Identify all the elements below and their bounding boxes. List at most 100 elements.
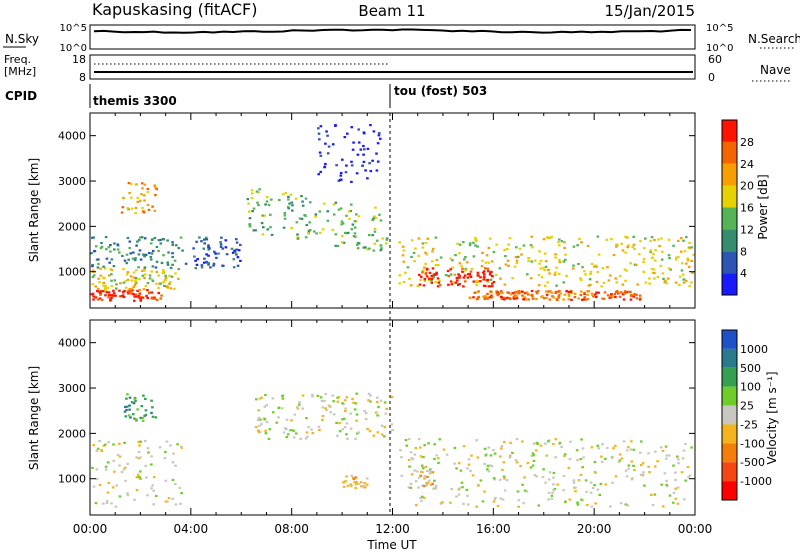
velocity-cell xyxy=(431,471,435,474)
power-cell xyxy=(680,237,683,240)
velocity-cell xyxy=(648,471,651,474)
velocity-cell xyxy=(383,401,387,404)
velocity-cell xyxy=(552,489,555,492)
velocity-cell xyxy=(179,502,182,505)
power-cell xyxy=(340,241,344,244)
velocity-cell xyxy=(417,438,421,441)
power-cell xyxy=(374,206,377,209)
velocity-cell xyxy=(663,472,667,475)
power-cell xyxy=(600,285,603,288)
power-cell xyxy=(105,291,108,294)
power-cell xyxy=(304,214,307,217)
power-cell xyxy=(472,255,476,258)
power-cell xyxy=(287,198,290,201)
power-cell xyxy=(449,268,452,271)
power-cell xyxy=(103,267,107,270)
velocity-cell xyxy=(544,481,547,484)
velocity-cell xyxy=(536,442,539,445)
power-cell xyxy=(104,288,107,291)
velocity-cell xyxy=(92,444,96,447)
power-cell xyxy=(150,252,154,255)
velocity-cell xyxy=(135,476,139,479)
power-cell xyxy=(482,271,485,274)
power-cell xyxy=(362,246,366,249)
velocity-cell xyxy=(290,419,293,422)
velocity-cell xyxy=(116,454,120,457)
velocity-cell xyxy=(343,426,347,429)
power-cell xyxy=(371,234,374,237)
power-cell xyxy=(326,134,329,137)
power-cell xyxy=(486,280,490,283)
power-cell xyxy=(684,279,688,283)
power-cell xyxy=(379,219,383,222)
velocity-cell xyxy=(661,505,665,508)
velocity-cell xyxy=(341,418,344,421)
power-cell xyxy=(162,254,165,257)
power-cell xyxy=(159,297,162,300)
power-cell xyxy=(514,256,518,259)
power-cell xyxy=(154,194,157,197)
velocity-cell xyxy=(310,428,313,431)
velocity-cell xyxy=(343,417,346,420)
velocity-cell xyxy=(288,429,292,432)
power-cell xyxy=(430,274,434,277)
power-cell xyxy=(122,268,125,271)
power-cell xyxy=(168,274,171,277)
power-cell xyxy=(430,281,434,284)
velocity-cell xyxy=(582,456,585,459)
power-cell xyxy=(308,221,311,224)
power-cell xyxy=(461,267,464,270)
velocity-cell xyxy=(259,418,262,421)
power-cell xyxy=(334,233,338,236)
velocity-cell xyxy=(612,447,615,450)
cpid-segment-1: themis 3300 xyxy=(93,94,177,108)
velocity-cell xyxy=(96,447,100,450)
power-cell xyxy=(141,206,144,210)
power-cell xyxy=(486,278,490,281)
velocity-cell xyxy=(267,437,271,440)
power-cell xyxy=(629,298,633,301)
power-cell xyxy=(134,293,138,296)
power-cell xyxy=(174,272,177,275)
velocity-cell xyxy=(661,449,665,452)
velocity-cell xyxy=(296,407,300,410)
power-cell xyxy=(351,148,355,151)
power-cell xyxy=(449,280,453,283)
power-cell xyxy=(464,269,467,272)
velocity-cell xyxy=(338,430,342,433)
power-cell xyxy=(207,263,210,266)
power-colorbar-tick: 12 xyxy=(740,223,754,236)
power-cell xyxy=(235,248,238,251)
power-cell xyxy=(438,279,441,282)
velocity-cell xyxy=(174,503,178,506)
velocity-cell xyxy=(332,413,336,416)
power-cell xyxy=(326,219,330,222)
power-cell xyxy=(606,294,610,297)
power-cell xyxy=(164,274,167,277)
velocity-cell xyxy=(390,396,394,399)
x-tick-label: 04:00 xyxy=(174,522,209,536)
power-cell xyxy=(652,268,656,271)
power-cell xyxy=(131,257,135,260)
power-cell xyxy=(455,276,459,279)
power-cell xyxy=(544,290,548,293)
velocity-cell xyxy=(134,418,138,421)
velocity-cell xyxy=(684,479,687,482)
power-cell xyxy=(134,212,137,215)
velocity-cell xyxy=(575,449,579,452)
power-cell xyxy=(432,275,436,279)
power-cell xyxy=(489,272,492,275)
power-cell xyxy=(177,268,180,271)
power-cell xyxy=(622,298,626,301)
velocity-cell xyxy=(311,432,315,435)
power-cell xyxy=(204,236,208,239)
power-cell xyxy=(489,290,492,293)
power-cell xyxy=(682,239,685,242)
velocity-cell xyxy=(111,486,115,489)
power-cell xyxy=(110,273,113,276)
power-cell xyxy=(109,299,112,302)
power-cell xyxy=(426,237,429,240)
power-cell xyxy=(499,277,502,280)
